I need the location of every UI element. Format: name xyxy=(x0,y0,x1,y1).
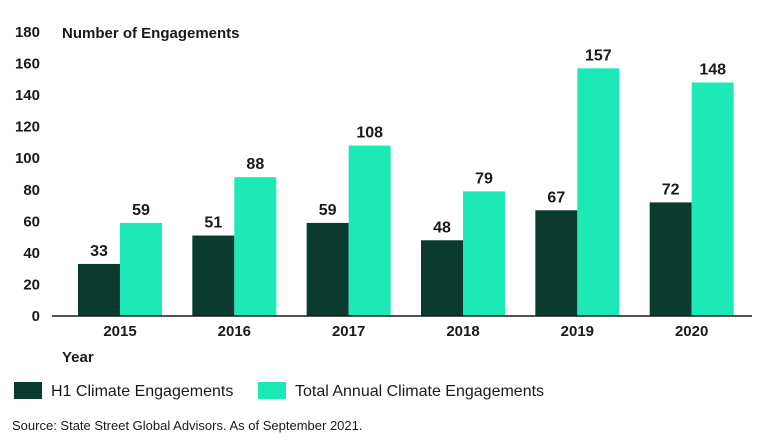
bar-h1-2019 xyxy=(535,210,578,316)
data-label-h1-2016: 51 xyxy=(204,215,222,232)
data-label-total-2018: 79 xyxy=(475,170,493,187)
data-label-h1-2020: 72 xyxy=(662,181,680,198)
y-tick-label: 60 xyxy=(23,213,40,230)
bar-total-2016 xyxy=(234,177,277,316)
y-axis-title: Number of Engagements xyxy=(62,25,240,42)
legend-label-total: Total Annual Climate Engagements xyxy=(295,383,544,400)
legend: H1 Climate Engagements Total Annual Clima… xyxy=(14,382,544,400)
bar-h1-2018 xyxy=(421,240,463,316)
y-tick-label: 100 xyxy=(15,150,40,167)
x-tick-label: 2019 xyxy=(561,323,594,340)
y-tick-label: 40 xyxy=(23,245,40,262)
x-tick-label: 2016 xyxy=(218,323,251,340)
x-tick-label: 2020 xyxy=(675,323,708,340)
data-label-total-2017: 108 xyxy=(356,125,383,142)
bar-total-2015 xyxy=(120,222,162,316)
bar-h1-2017 xyxy=(306,222,349,316)
x-tick-label: 2018 xyxy=(446,323,479,340)
legend-swatch-total xyxy=(258,382,286,399)
data-label-h1-2015: 33 xyxy=(90,243,108,260)
y-tick-label: 80 xyxy=(23,182,40,199)
y-axis: 0 20 40 60 80 100 120 140 160 180 xyxy=(15,24,40,325)
bar-total-2018 xyxy=(463,191,505,316)
data-label-h1-2017: 59 xyxy=(319,202,337,219)
data-label-h1-2018: 48 xyxy=(433,219,451,236)
y-tick-label: 0 xyxy=(32,308,40,325)
data-label-total-2015: 59 xyxy=(132,202,150,219)
y-tick-label: 180 xyxy=(15,24,40,41)
y-tick-label: 160 xyxy=(15,56,40,73)
data-label-total-2020: 148 xyxy=(699,61,726,78)
x-axis: 2015 2016 2017 2018 2019 2020 xyxy=(103,323,708,340)
y-tick-label: 120 xyxy=(15,119,40,136)
data-label-total-2016: 88 xyxy=(246,156,264,173)
bar-h1-2020 xyxy=(649,202,692,316)
legend-label-h1: H1 Climate Engagements xyxy=(51,383,233,400)
bar-total-2020 xyxy=(691,82,734,316)
data-label-h1-2019: 67 xyxy=(547,189,565,206)
bar-h1-2015 xyxy=(78,263,120,316)
bar-total-2019 xyxy=(577,68,620,317)
bars-group: 33 59 51 88 59 108 48 79 67 157 72 148 xyxy=(78,47,734,317)
legend-swatch-h1 xyxy=(14,382,42,399)
y-tick-label: 20 xyxy=(23,276,40,293)
x-tick-label: 2017 xyxy=(332,323,365,340)
bar-total-2017 xyxy=(348,145,391,316)
y-tick-label: 140 xyxy=(15,87,40,104)
source-note: Source: State Street Global Advisors. As… xyxy=(12,418,362,433)
x-tick-label: 2015 xyxy=(103,323,136,340)
x-axis-title: Year xyxy=(62,349,94,366)
bar-h1-2016 xyxy=(192,235,235,316)
data-label-total-2019: 157 xyxy=(585,47,612,64)
